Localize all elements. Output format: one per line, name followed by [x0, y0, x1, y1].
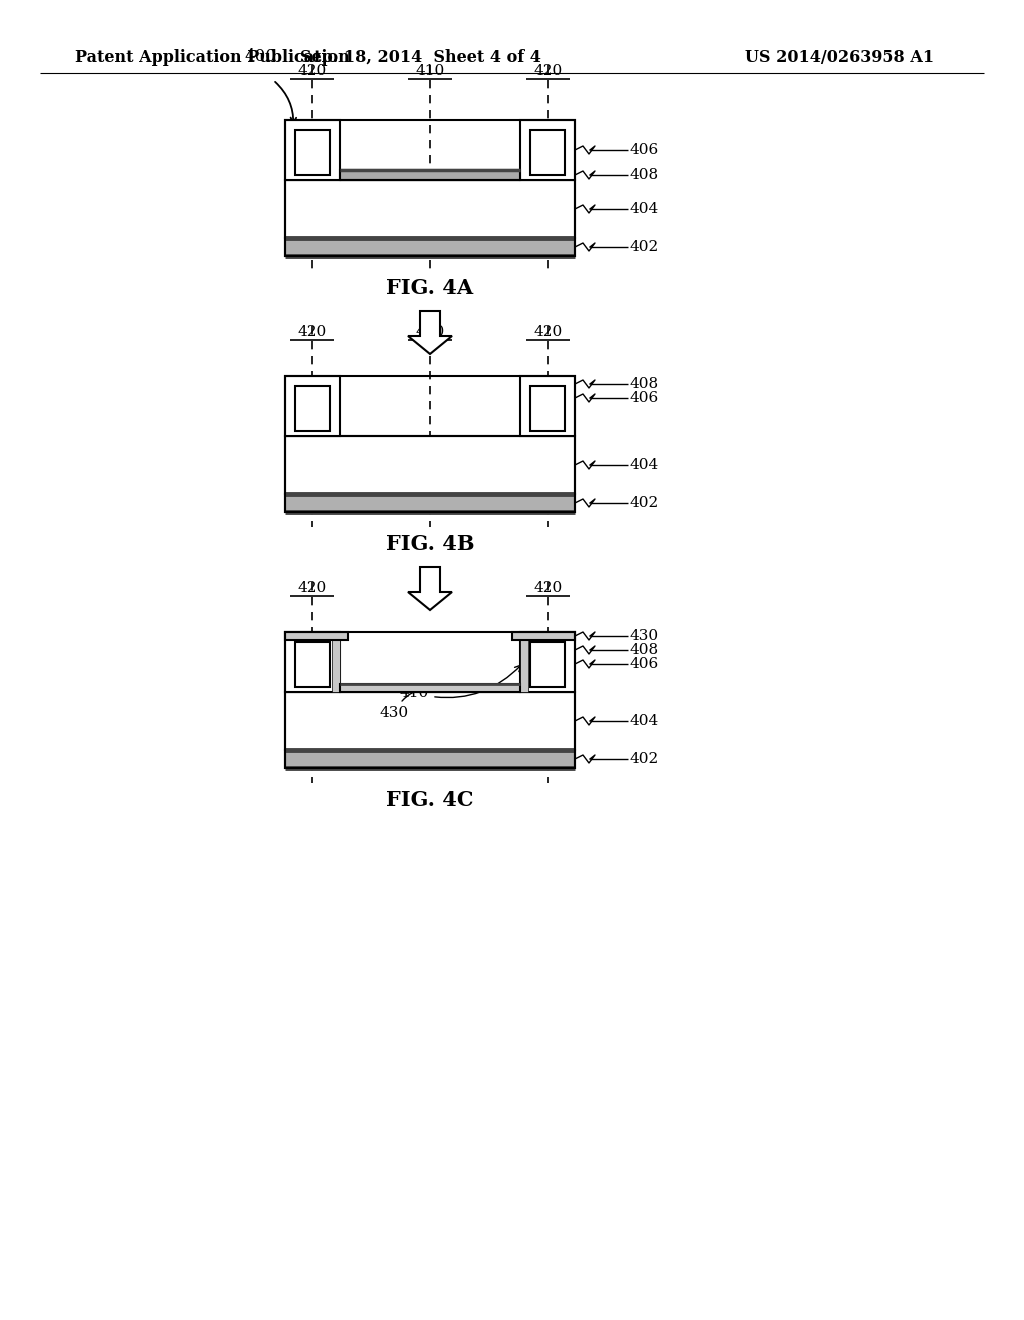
Text: Sep. 18, 2014  Sheet 4 of 4: Sep. 18, 2014 Sheet 4 of 4 [300, 49, 541, 66]
Text: 402: 402 [630, 752, 659, 766]
Bar [285, 494, 575, 512]
Text: 402: 402 [630, 240, 659, 253]
Text: 402: 402 [630, 496, 659, 510]
Text: 420: 420 [534, 325, 562, 339]
Bar [295, 129, 330, 176]
Bar [285, 632, 575, 768]
Text: US 2014/0263958 A1: US 2014/0263958 A1 [745, 49, 935, 66]
Text: 410: 410 [416, 325, 444, 339]
Bar [530, 385, 565, 432]
Bar [512, 632, 575, 640]
Bar [285, 632, 348, 640]
Text: 406: 406 [630, 657, 659, 671]
Bar [530, 642, 565, 686]
Text: 406: 406 [630, 143, 659, 157]
Polygon shape [408, 568, 452, 610]
Text: FIG. 4B: FIG. 4B [386, 535, 474, 554]
Text: FIG. 4A: FIG. 4A [386, 279, 473, 298]
Bar [340, 684, 520, 692]
Text: 404: 404 [630, 202, 659, 216]
Text: 430: 430 [380, 686, 426, 719]
Bar [285, 632, 340, 692]
Bar [285, 120, 340, 180]
Bar [285, 238, 575, 256]
Bar [285, 750, 575, 768]
Bar [340, 170, 520, 180]
Text: Patent Application Publication: Patent Application Publication [75, 49, 350, 66]
Bar [520, 632, 575, 692]
Text: 420: 420 [297, 325, 327, 339]
Bar [530, 129, 565, 176]
Bar [285, 376, 575, 512]
Text: 404: 404 [630, 458, 659, 473]
Bar [295, 385, 330, 432]
Bar [520, 120, 575, 180]
Text: 408: 408 [630, 168, 659, 182]
Bar [285, 120, 575, 256]
Text: 408: 408 [630, 378, 659, 391]
Bar [520, 632, 528, 692]
Bar [285, 692, 575, 750]
Bar [285, 376, 340, 436]
Text: 408: 408 [630, 643, 659, 657]
Bar [285, 436, 575, 494]
Text: 410: 410 [416, 63, 444, 78]
Text: 400: 400 [244, 48, 275, 65]
Bar [295, 642, 330, 686]
Bar [285, 180, 575, 238]
Text: 404: 404 [630, 714, 659, 729]
Text: 410: 410 [400, 665, 521, 700]
Text: 406: 406 [630, 391, 659, 405]
Text: 420: 420 [534, 63, 562, 78]
Polygon shape [408, 312, 452, 354]
Bar [332, 632, 340, 692]
Text: 420: 420 [297, 581, 327, 595]
Text: 420: 420 [297, 63, 327, 78]
Text: 420: 420 [534, 581, 562, 595]
Text: 430: 430 [630, 630, 659, 643]
Text: FIG. 4C: FIG. 4C [386, 789, 474, 810]
Bar [520, 376, 575, 436]
